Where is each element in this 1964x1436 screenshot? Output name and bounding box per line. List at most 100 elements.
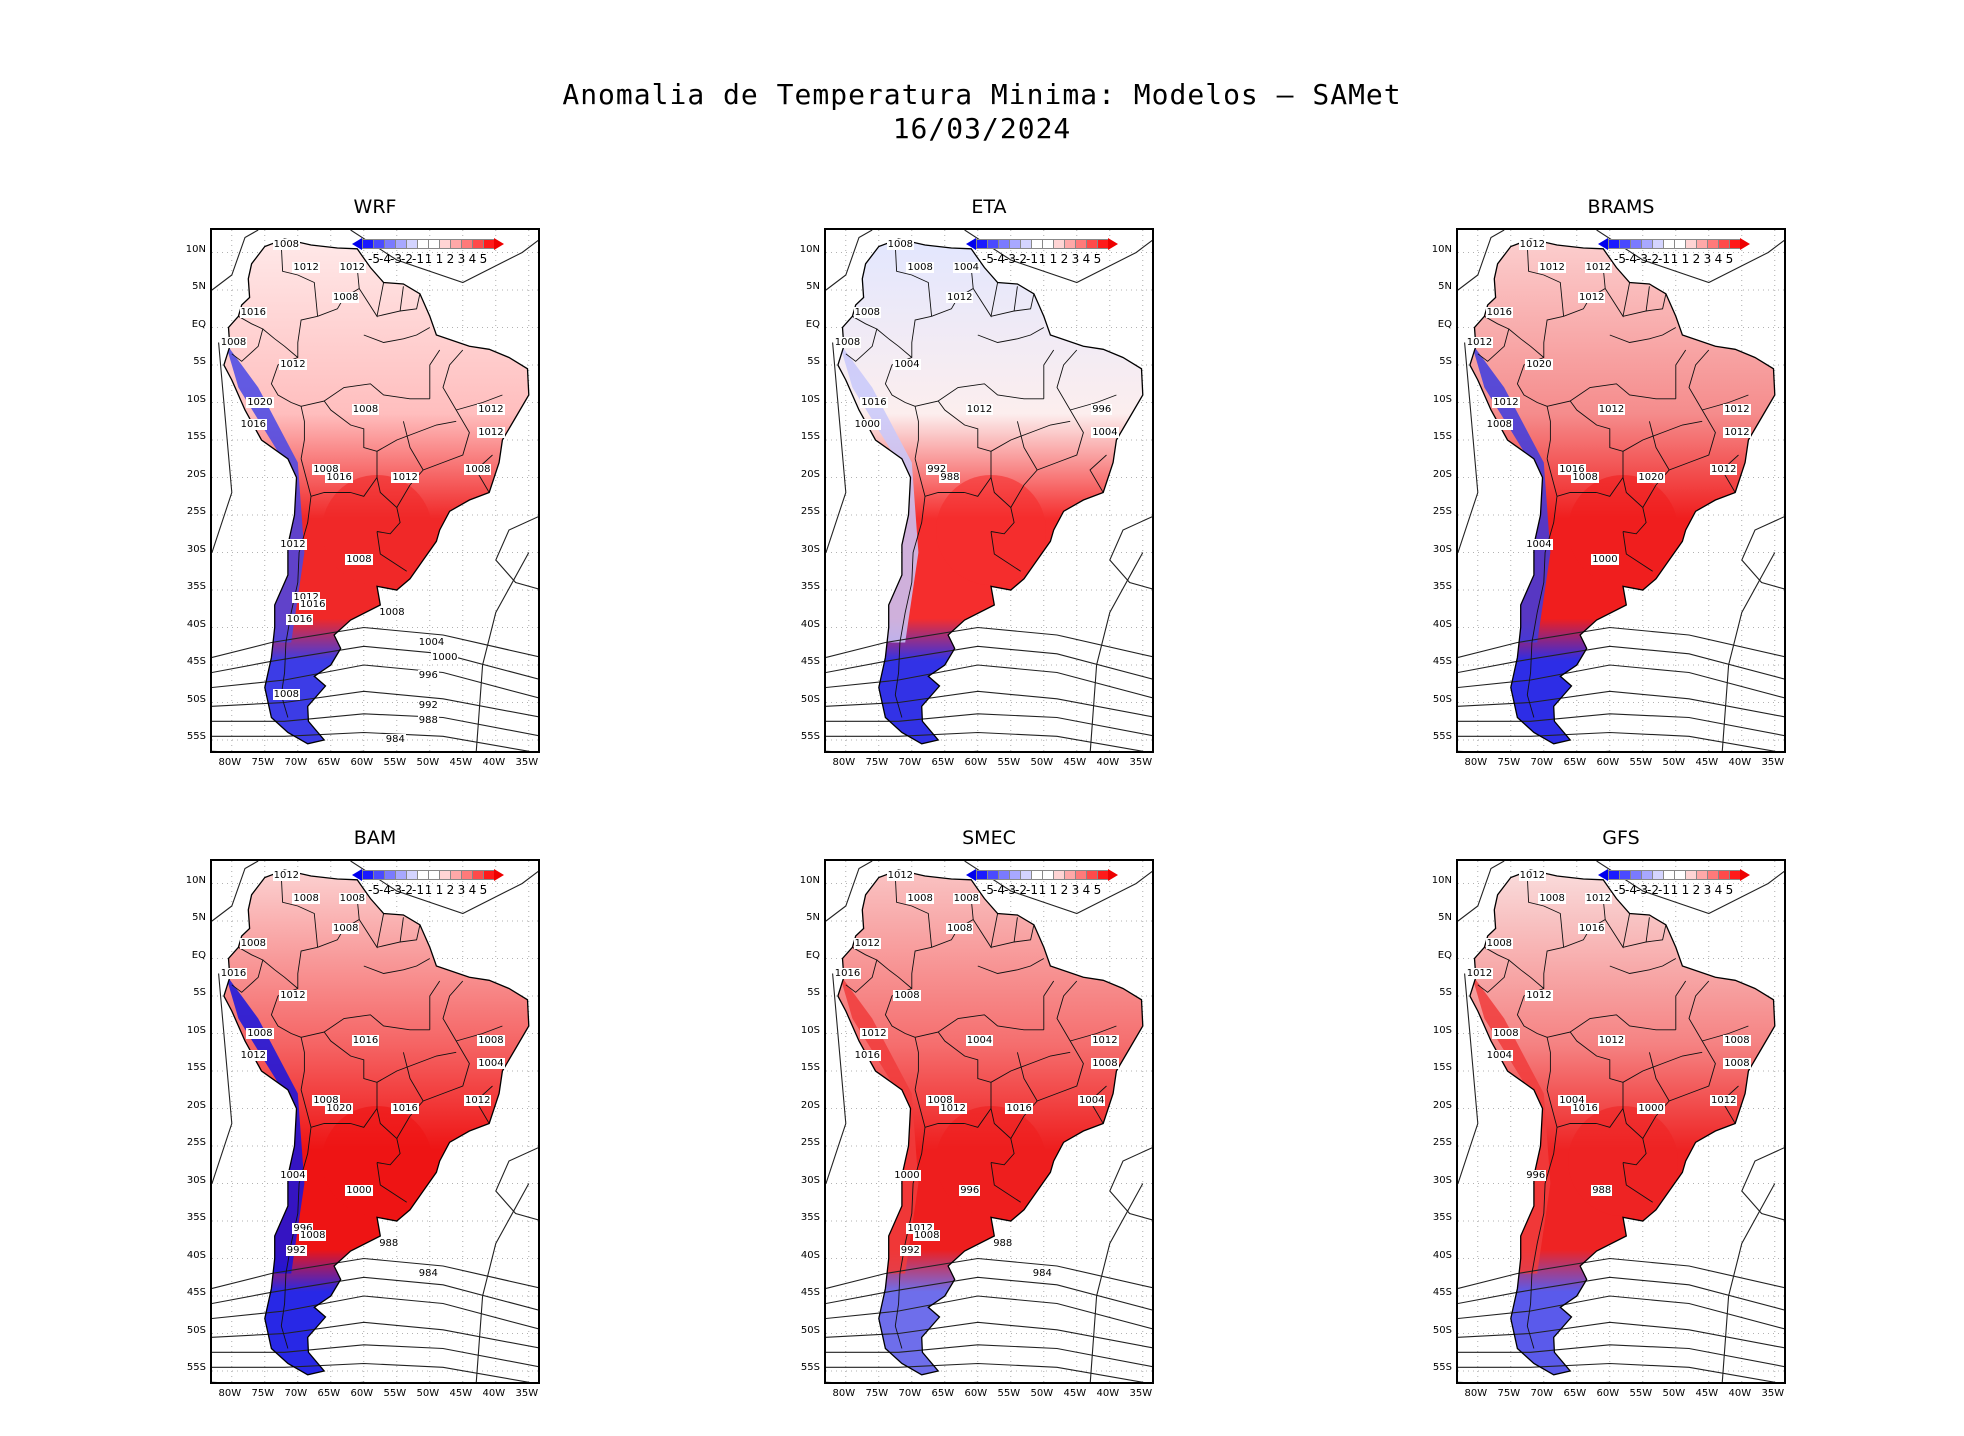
lat-tick-label: 55S — [1432, 1362, 1452, 1373]
isobar-label: 1016 — [351, 1035, 380, 1046]
isobar-label: 1008 — [464, 464, 492, 475]
colorbar-under-arrow — [966, 238, 976, 250]
colorbar-label: 1 — [424, 883, 433, 897]
lat-tick-label: 35S — [800, 1212, 820, 1223]
map-frame: -5 -4 -3 -2 -1 1 1 2 3 4 5 1012 1008 1008 1008 1012 1016… — [824, 859, 1154, 1384]
isobar-label: 1012 — [1584, 892, 1613, 904]
isobar-label: 1016 — [1485, 306, 1514, 318]
isobar-label: 1004 — [1558, 1095, 1586, 1106]
lon-tick-label: 70W — [898, 1388, 922, 1399]
isobar-label: 1012 — [1518, 239, 1547, 250]
colorbar-label: 4 — [468, 883, 477, 897]
colorbar-label: 1 — [435, 883, 444, 897]
isobar-label: 1000 — [893, 1170, 921, 1181]
colorbar-label: -5 — [982, 252, 994, 266]
isobar-label: 1012 — [272, 870, 301, 881]
isobar-label: 1020 — [1637, 471, 1665, 483]
colorbar-label: -5 — [1614, 883, 1626, 897]
isobar-label: 1008 — [378, 606, 406, 618]
lon-tick-label: 35W — [515, 757, 539, 768]
isobar-label: 1012 — [292, 591, 320, 603]
lat-tick-label: 25S — [800, 506, 820, 517]
map-frame: -5 -4 -3 -2 -1 1 1 2 3 4 5 1012 1008 1008 1008 1008 1016… — [210, 859, 540, 1384]
colorbar-label: -2 — [1015, 252, 1027, 266]
isobar-label: 1012 — [965, 404, 994, 415]
isobar-label: 1008 — [299, 1230, 327, 1241]
colorbar-label: -2 — [401, 252, 413, 266]
lat-tick-label: 5N — [806, 912, 820, 923]
colorbar-label: -2 — [1647, 252, 1659, 266]
isobar-label: 1012 — [1710, 1095, 1738, 1106]
lat-tick-label: EQ — [191, 318, 206, 330]
colorbar-under-arrow — [352, 238, 362, 250]
lat-tick-label: 55S — [800, 1362, 820, 1373]
lon-tick-label: 65W — [931, 1388, 955, 1399]
colorbar-labels: -5 -4 -3 -2 -1 1 1 2 3 4 5 — [982, 883, 1103, 897]
map-panel-eta: ETA -5 -4 -3 -2 -1 1 1 2 3 4 5 1008 1008 1004 1012 1008… — [800, 196, 1154, 768]
panel-title: BRAMS — [1587, 196, 1655, 218]
colorbar-label: -1 — [1026, 252, 1038, 266]
isobar-label: 1008 — [946, 922, 974, 934]
map-graphic — [212, 861, 538, 1382]
lon-tick-label: 80W — [1464, 757, 1488, 768]
isobar-label: 1008 — [913, 1230, 941, 1241]
isobar-label: 1012 — [292, 261, 320, 273]
lat-tick-label: 10N — [185, 243, 206, 255]
lon-tick-label: 70W — [284, 757, 308, 768]
isobar-label: 1012 — [1525, 990, 1553, 1001]
lat-tick-label: 5N — [1438, 912, 1452, 923]
isobar-label: 1000 — [1637, 1102, 1665, 1114]
lon-tick-label: 75W — [1497, 1388, 1521, 1399]
lon-tick-label: 35W — [1129, 757, 1153, 768]
lat-tick-label: 15S — [1432, 431, 1452, 442]
map-graphic — [826, 230, 1152, 751]
isobar-label: 1008 — [1571, 471, 1599, 483]
isobar-label: 1008 — [246, 1027, 274, 1039]
lat-tick-label: 45S — [1432, 1287, 1452, 1298]
lat-tick-label: 35S — [800, 581, 820, 592]
colorbar-label: -4 — [993, 883, 1005, 897]
colorbar-label: -2 — [401, 883, 413, 897]
lat-tick-label: 30S — [186, 543, 206, 555]
colorbar-label: 5 — [1725, 883, 1734, 897]
lat-tick-label: 5N — [192, 281, 206, 292]
lat-tick-label: 30S — [186, 1174, 206, 1186]
map-graphic — [826, 861, 1152, 1382]
colorbar-labels: -5 -4 -3 -2 -1 1 1 2 3 4 5 — [1614, 883, 1735, 897]
colorbar-over-arrow — [1108, 869, 1118, 881]
colorbar-label: 3 — [1071, 883, 1080, 897]
lon-tick-label: 45W — [1063, 1388, 1087, 1399]
isobar-label: 1008 — [1091, 1057, 1119, 1069]
isobar-label: 1004 — [1091, 426, 1119, 438]
lat-tick-label: 20S — [800, 1099, 820, 1111]
colorbar-labels: -5 -4 -3 -2 -1 1 1 2 3 4 5 — [1614, 252, 1735, 266]
isobar-label: 996 — [959, 1185, 981, 1196]
lon-tick-label: 65W — [317, 757, 341, 768]
lon-tick-label: 70W — [1530, 757, 1554, 768]
lon-tick-label: 40W — [1728, 1388, 1752, 1399]
isobar-label: 1008 — [1485, 419, 1514, 430]
colorbar — [352, 238, 504, 250]
map-frame: -5 -4 -3 -2 -1 1 1 2 3 4 5 1012 1008 1012 1016 1008 1012… — [1456, 859, 1786, 1384]
isobar-label: 1008 — [906, 261, 934, 273]
isobar-label: 1008 — [952, 892, 981, 904]
isobar-label: 1008 — [893, 990, 921, 1001]
lon-tick-label: 65W — [1563, 1388, 1587, 1399]
colorbar-over-arrow — [494, 869, 504, 881]
colorbar-label: 1 — [424, 252, 433, 266]
map-frame: -5 -4 -3 -2 -1 1 1 2 3 4 5 1008 1008 1004 1012 1008 1008… — [824, 228, 1154, 753]
lat-tick-label: 25S — [186, 1137, 206, 1148]
lon-tick-label: 55W — [383, 1388, 407, 1399]
colorbar-label: 3 — [1703, 252, 1712, 266]
lon-tick-label: 40W — [1728, 757, 1752, 768]
lat-tick-label: EQ — [1437, 318, 1452, 330]
isobar-label: 1020 — [246, 396, 274, 408]
lon-tick-label: 40W — [482, 757, 506, 768]
lon-tick-label: 40W — [482, 1388, 506, 1399]
panel-title: ETA — [971, 196, 1007, 218]
isobar-label: 1012 — [1518, 870, 1547, 881]
isobar-label: 1016 — [833, 967, 862, 979]
lat-tick-label: 50S — [1432, 1324, 1452, 1336]
isobar-label: 1016 — [1578, 922, 1606, 934]
colorbar-label: -3 — [1004, 252, 1016, 266]
